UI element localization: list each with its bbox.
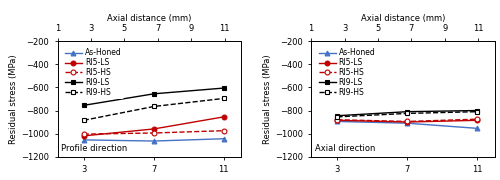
Line: As-Honed: As-Honed bbox=[335, 119, 480, 131]
Line: RI9-LS: RI9-LS bbox=[335, 108, 480, 118]
Legend: As-Honed, RI5-LS, RI5-HS, RI9-LS, RI9-HS: As-Honed, RI5-LS, RI5-HS, RI9-LS, RI9-HS bbox=[317, 46, 378, 99]
Text: Profile direction: Profile direction bbox=[61, 144, 128, 153]
RI5-HS bbox=[221, 130, 227, 132]
RI5-HS bbox=[474, 118, 480, 120]
RI9-HS bbox=[404, 112, 410, 114]
As-Honed bbox=[221, 138, 227, 140]
Text: Axial direction: Axial direction bbox=[314, 144, 375, 153]
RI5-HS bbox=[334, 119, 340, 121]
As-Honed bbox=[151, 140, 157, 142]
RI5-LS bbox=[474, 119, 480, 121]
RI5-HS bbox=[81, 133, 87, 135]
RI9-LS bbox=[404, 111, 410, 113]
RI5-LS bbox=[81, 135, 87, 137]
Line: RI5-LS: RI5-LS bbox=[82, 114, 226, 138]
Line: As-Honed: As-Honed bbox=[82, 136, 226, 143]
RI9-LS bbox=[474, 109, 480, 112]
RI9-HS bbox=[151, 105, 157, 108]
As-Honed bbox=[334, 120, 340, 123]
RI5-LS bbox=[151, 128, 157, 130]
As-Honed bbox=[81, 139, 87, 141]
X-axis label: Axial distance (mm): Axial distance (mm) bbox=[361, 14, 446, 23]
RI9-HS bbox=[221, 97, 227, 100]
RI5-HS bbox=[404, 120, 410, 123]
RI9-LS bbox=[334, 115, 340, 117]
RI5-LS bbox=[221, 116, 227, 118]
RI9-LS bbox=[221, 87, 227, 89]
Line: RI5-LS: RI5-LS bbox=[335, 118, 480, 125]
As-Honed bbox=[404, 122, 410, 124]
Line: RI9-LS: RI9-LS bbox=[82, 86, 226, 108]
Legend: As-Honed, RI5-LS, RI5-HS, RI9-LS, RI9-HS: As-Honed, RI5-LS, RI5-HS, RI9-LS, RI9-HS bbox=[63, 46, 124, 99]
Line: RI5-HS: RI5-HS bbox=[335, 117, 480, 124]
RI9-HS bbox=[81, 119, 87, 121]
RI5-LS bbox=[334, 119, 340, 121]
RI9-HS bbox=[334, 116, 340, 118]
RI5-HS bbox=[151, 132, 157, 134]
Line: RI9-HS: RI9-HS bbox=[335, 109, 480, 119]
X-axis label: Axial distance (mm): Axial distance (mm) bbox=[107, 14, 192, 23]
RI9-HS bbox=[474, 111, 480, 113]
As-Honed bbox=[474, 127, 480, 129]
Y-axis label: Residual stress (MPa): Residual stress (MPa) bbox=[10, 54, 18, 144]
RI9-LS bbox=[151, 93, 157, 95]
RI5-LS bbox=[404, 121, 410, 123]
Line: RI5-HS: RI5-HS bbox=[82, 128, 226, 137]
RI9-LS bbox=[81, 104, 87, 106]
Line: RI9-HS: RI9-HS bbox=[82, 96, 226, 123]
Y-axis label: Residual stress (MPa): Residual stress (MPa) bbox=[263, 54, 272, 144]
